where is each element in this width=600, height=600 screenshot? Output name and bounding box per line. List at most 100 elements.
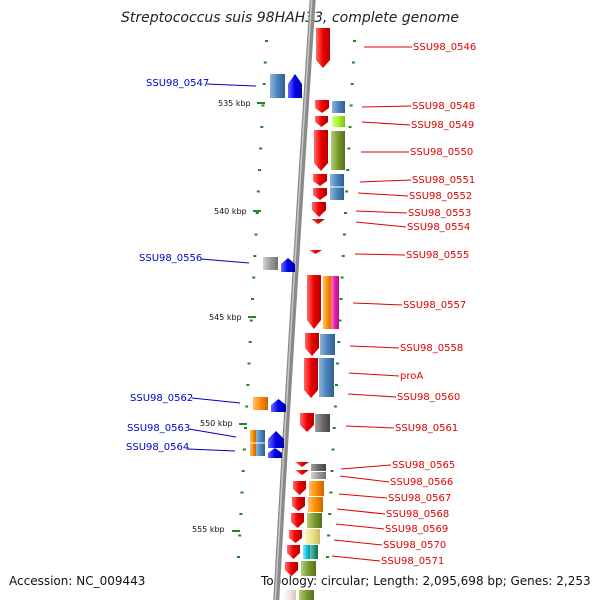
gene-arrow-ssu98-0562[interactable] — [271, 399, 286, 412]
tick-dot — [329, 491, 333, 494]
gene-label-ssu98-0567[interactable]: SSU98_0567 — [388, 493, 451, 504]
tick-dot — [238, 534, 242, 537]
gene-arrow-proa[interactable] — [304, 358, 318, 398]
gene-label-ssu98-0560[interactable]: SSU98_0560 — [397, 392, 460, 403]
tick-dot — [328, 513, 332, 515]
category-block — [319, 358, 334, 397]
gene-arrow-ssu98-0565[interactable] — [295, 462, 309, 467]
tick-dot — [241, 470, 245, 472]
category-block — [311, 472, 326, 479]
gene-arrow-ssu98-0550[interactable] — [314, 130, 328, 171]
gene-label-ssu98-0551[interactable]: SSU98_0551 — [412, 175, 475, 186]
gene-arrow-ssu98-0554[interactable] — [311, 219, 325, 224]
gene-label-ssu98-0561[interactable]: SSU98_0561 — [395, 423, 458, 434]
tick-dot — [349, 104, 353, 107]
gene-arrow-ssu98-0563[interactable] — [268, 431, 284, 448]
gene-label-ssu98-0549[interactable]: SSU98_0549 — [411, 120, 474, 131]
gene-arrow-ssu98-0552[interactable] — [313, 188, 327, 200]
tick-dot — [258, 169, 261, 171]
gene-arrow-ssu98-0571[interactable] — [287, 545, 300, 559]
tick-dot — [240, 491, 244, 494]
forward-strand-genes — [283, 28, 330, 600]
gene-label-ssu98-0555[interactable]: SSU98_0555 — [406, 250, 469, 261]
gene-label-ssu98-0566[interactable]: SSU98_0566 — [390, 477, 453, 488]
gene-arrow-ssu98-0548[interactable] — [315, 100, 329, 113]
gene-label-ssu98-0554[interactable]: SSU98_0554 — [407, 222, 470, 233]
gene-label-ssu98-0558[interactable]: SSU98_0558 — [400, 343, 463, 354]
tick-dot — [346, 169, 350, 171]
gene-arrow-ssu98-0568[interactable] — [292, 497, 305, 511]
scale-label-545: 545 kbp — [209, 313, 242, 322]
gene-label-ssu98-0562[interactable]: SSU98_0562 — [130, 393, 193, 404]
gene-arrow-ssu98-0556[interactable] — [281, 258, 295, 272]
gene-label-ssu98-0564[interactable]: SSU98_0564 — [126, 442, 189, 453]
category-block — [270, 74, 285, 98]
tick-dot — [259, 147, 263, 150]
gene-arrow-ssu98-0546[interactable] — [316, 28, 330, 68]
gene-arrow-ssu98-0569[interactable] — [291, 513, 304, 528]
gene-arrow-ssu98-0564[interactable] — [268, 448, 282, 458]
tick-dot — [330, 470, 334, 472]
gene-label-ssu98-0552[interactable]: SSU98_0552 — [409, 191, 472, 202]
reverse-label-leaders — [187, 83, 257, 452]
gene-arrow-ssu98-0566[interactable] — [295, 470, 309, 475]
gene-arrow-ssu98-0551[interactable] — [313, 174, 327, 186]
tick-dot — [252, 276, 256, 279]
tick-dot — [255, 212, 259, 214]
gene-label-ssu98-0553[interactable]: SSU98_0553 — [408, 208, 471, 219]
gene-label-ssu98-0548[interactable]: SSU98_0548 — [412, 101, 475, 112]
tick-dot — [260, 126, 264, 128]
gene-label-ssu98-0569[interactable]: SSU98_0569 — [385, 524, 448, 535]
gene-arrow-ssu98-0553[interactable] — [312, 202, 326, 217]
gene-label-ssu98-0571[interactable]: SSU98_0571 — [381, 556, 444, 567]
leader-line — [206, 83, 257, 87]
category-block — [263, 257, 278, 270]
category-block — [308, 497, 323, 512]
gene-label-ssu98-0565[interactable]: SSU98_0565 — [392, 460, 455, 471]
gene-arrow-partial[interactable] — [283, 590, 296, 600]
tick-dot — [244, 427, 247, 429]
gene-label-ssu98-0550[interactable]: SSU98_0550 — [410, 147, 473, 158]
leader-line — [333, 539, 383, 546]
leader-line — [355, 221, 407, 228]
gene-label-ssu98-0563[interactable]: SSU98_0563 — [127, 423, 190, 434]
leader-line — [200, 258, 250, 264]
gene-label-ssu98-0547[interactable]: SSU98_0547 — [146, 78, 209, 89]
category-block — [301, 561, 316, 576]
gene-label-ssu98-0546[interactable]: SSU98_0546 — [413, 42, 476, 53]
scale-label-535: 535 kbp — [218, 99, 251, 108]
category-block — [253, 397, 268, 410]
leader-line — [339, 475, 390, 483]
gene-label-ssu98-0568[interactable]: SSU98_0568 — [386, 509, 449, 520]
tick-dot — [327, 534, 331, 537]
leader-line — [348, 372, 400, 377]
gene-arrow-ssu98-0547[interactable] — [288, 74, 302, 98]
gene-arrow-ssu98-0567[interactable] — [293, 481, 306, 495]
function-category-blocks — [299, 101, 345, 600]
reverse-gene-labels: SSU98_0547 SSU98_0556 SSU98_0562 SSU98_0… — [126, 78, 209, 453]
tick-dot — [249, 319, 253, 322]
gene-arrow-ssu98-0572[interactable] — [285, 562, 298, 576]
tick-dot — [341, 255, 345, 257]
reverse-strand-genes — [250, 74, 302, 458]
tick-dot — [353, 40, 356, 42]
category-block — [305, 529, 320, 544]
gene-arrow-ssu98-0561[interactable] — [300, 413, 314, 432]
gene-arrow-ssu98-0555[interactable] — [309, 250, 322, 254]
tick-dot — [350, 83, 354, 85]
tick-dot — [339, 298, 343, 300]
gene-label-proa[interactable]: proA — [400, 371, 423, 382]
category-block — [307, 513, 322, 528]
leader-line — [361, 105, 412, 108]
leader-line — [191, 397, 241, 404]
gene-label-ssu98-0556[interactable]: SSU98_0556 — [139, 253, 202, 264]
gene-arrow-ssu98-0549[interactable] — [315, 116, 328, 127]
gene-arrow-ssu98-0570[interactable] — [289, 530, 302, 543]
gene-label-ssu98-0557[interactable]: SSU98_0557 — [403, 300, 466, 311]
gene-arrow-ssu98-0558[interactable] — [305, 333, 319, 356]
category-block — [323, 276, 332, 329]
gene-arrow-ssu98-0557[interactable] — [307, 275, 321, 329]
leader-line — [352, 302, 403, 306]
gene-label-ssu98-0570[interactable]: SSU98_0570 — [383, 540, 446, 551]
